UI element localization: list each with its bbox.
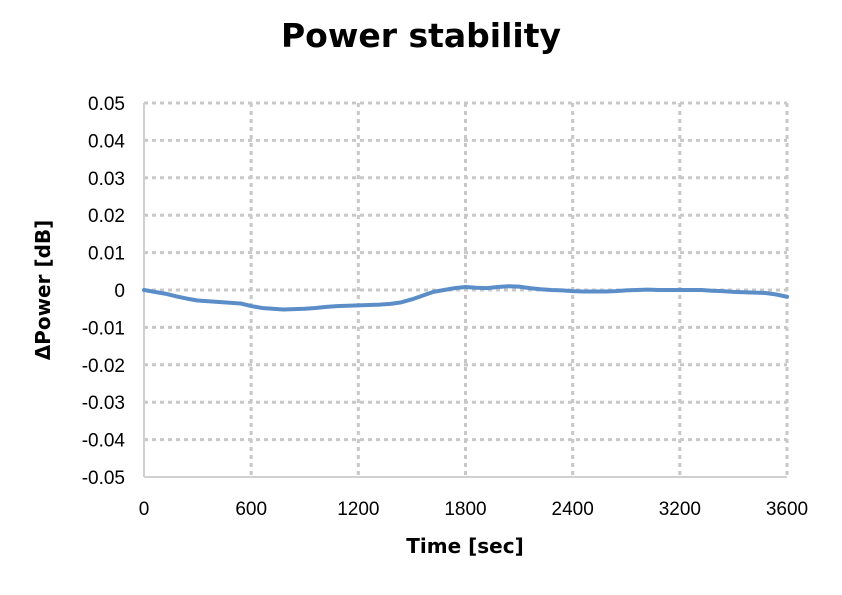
x-tick-label: 2400 [552,499,594,520]
y-tick-label: -0.03 [82,393,125,414]
x-tick-label: 600 [235,499,267,520]
x-axis-title: Time [sec] [406,534,523,558]
chart-title: Power stability [281,16,561,55]
x-tick-label: 3200 [659,499,701,520]
y-tick-label: -0.01 [82,318,125,339]
y-tick-label: 0.03 [88,169,125,190]
y-tick-label: 0.05 [88,94,125,115]
y-tick-label: -0.05 [82,468,125,489]
y-axis-title: ΔPower [dB] [31,220,55,361]
x-tick-labels: 0 600 1200 1800 2400 3200 3600 [139,499,808,520]
series-line [142,284,789,312]
y-tick-label: -0.02 [82,356,125,377]
x-tick-label: 3600 [766,499,808,520]
x-tick-label: 1800 [444,499,486,520]
y-tick-label: 0 [114,281,125,302]
x-tick-label: 1200 [337,499,379,520]
y-tick-label: 0.04 [88,131,125,152]
y-tick-label: 0.02 [88,206,125,227]
x-tick-label: 0 [139,499,150,520]
y-tick-label: 0.01 [88,244,125,265]
y-tick-labels: 0.05 0.04 0.03 0.02 0.01 0 -0.01 -0.02 -0.03 -0.0… [82,94,126,489]
y-tick-label: -0.04 [82,431,126,452]
grid [144,101,789,477]
